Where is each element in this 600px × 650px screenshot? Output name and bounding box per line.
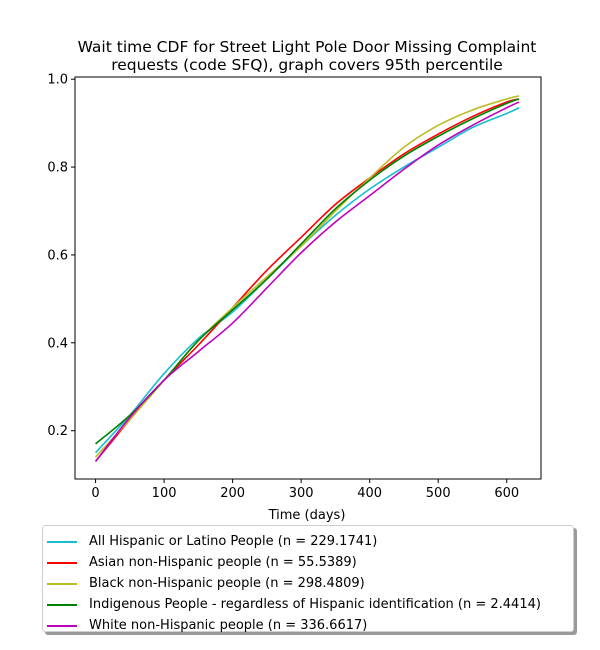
y-tick-label: 1.0 xyxy=(47,73,68,88)
legend-label: Indigenous People - regardless of Hispan… xyxy=(89,597,541,612)
y-tick-label: 0.6 xyxy=(47,248,68,263)
y-tick-label: 0.4 xyxy=(47,336,68,351)
plot-frame xyxy=(74,76,542,480)
x-tick-label: 400 xyxy=(357,486,382,501)
plot-area: 0 100 200 300 400 500 600 0.2 0.4 0.6 0.8 1.0 xyxy=(47,73,542,501)
x-tick-label: 200 xyxy=(220,486,245,501)
legend-label: Asian non-Hispanic people (n = 55.5389) xyxy=(89,555,357,570)
x-tick-label: 300 xyxy=(289,486,314,501)
legend-swatch xyxy=(47,603,77,606)
legend-item: Indigenous People - regardless of Hispan… xyxy=(43,594,541,615)
chart-title-line-2: requests (code SFQ), graph covers 95th p… xyxy=(111,56,503,74)
series-line-0 xyxy=(94,107,520,454)
legend-item: All Hispanic or Latino People (n = 229.1… xyxy=(43,531,377,552)
y-tick-label: 0.2 xyxy=(47,424,68,439)
series-line-1 xyxy=(94,98,520,462)
legend: All Hispanic or Latino People (n = 229.1… xyxy=(42,525,574,633)
legend-label: Black non-Hispanic people (n = 298.4809) xyxy=(89,576,365,591)
legend-swatch xyxy=(47,561,77,564)
x-tick-label: 600 xyxy=(494,486,519,501)
series-line-4 xyxy=(94,101,520,462)
legend-swatch xyxy=(47,582,77,585)
series-line-2 xyxy=(94,95,520,458)
legend-label: White non-Hispanic people (n = 336.6617) xyxy=(89,618,368,633)
legend-label: All Hispanic or Latino People (n = 229.1… xyxy=(89,534,378,549)
legend-swatch xyxy=(47,540,77,543)
legend-item: White non-Hispanic people (n = 336.6617) xyxy=(43,615,367,636)
chart-title-line-1: Wait time CDF for Street Light Pole Door… xyxy=(78,38,537,56)
legend-item: Black non-Hispanic people (n = 298.4809) xyxy=(43,573,365,594)
x-tick-label: 500 xyxy=(426,486,451,501)
legend-swatch xyxy=(47,624,77,627)
legend-item: Asian non-Hispanic people (n = 55.5389) xyxy=(43,552,357,573)
x-tick-label: 0 xyxy=(91,486,99,501)
y-tick-label: 0.8 xyxy=(47,161,68,176)
x-tick-label: 100 xyxy=(152,486,177,501)
x-axis-label: Time (days) xyxy=(268,508,346,523)
series-line-3 xyxy=(95,98,520,445)
